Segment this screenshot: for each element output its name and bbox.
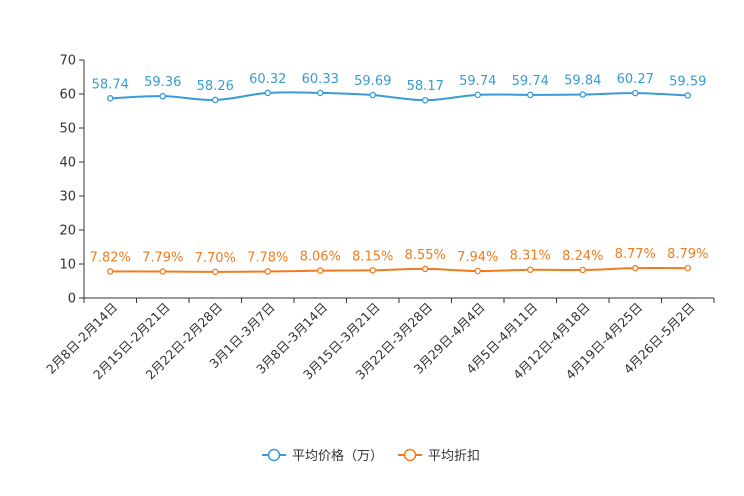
data-point <box>264 89 271 97</box>
data-point <box>474 91 481 99</box>
series-line <box>110 267 688 273</box>
data-label: 60.32 <box>249 72 286 87</box>
data-point <box>579 266 587 274</box>
data-label: 7.78% <box>247 251 288 266</box>
data-point <box>684 264 692 272</box>
legend: 平均价格（万） 平均折扣 <box>262 448 480 464</box>
x-axis: 2月8日-2月14日2月15日-2月21日2月22日-2月28日3月1日-3月7… <box>43 297 715 382</box>
y-tick-label: 70 <box>59 54 76 69</box>
data-label: 8.79% <box>667 247 708 262</box>
series-line <box>110 91 688 102</box>
data-point <box>211 96 219 104</box>
data-label: 8.06% <box>300 250 341 265</box>
data-point <box>474 267 481 275</box>
data-label: 59.84 <box>564 74 601 89</box>
series-0: 58.74 59.36 58.26 60.32 60.33 59.69 58.17 59.74… <box>92 72 706 104</box>
data-label: 7.82% <box>90 250 131 265</box>
data-point <box>264 268 271 275</box>
y-tick-label: 60 <box>59 88 76 103</box>
y-tick-label: 40 <box>59 156 76 171</box>
data-point <box>159 92 166 100</box>
data-point <box>421 96 429 104</box>
data-label: 58.74 <box>92 77 129 92</box>
data-point <box>107 268 114 275</box>
data-label: 7.79% <box>142 251 183 266</box>
data-label: 60.33 <box>302 72 339 87</box>
data-label: 59.74 <box>512 74 549 89</box>
y-tick-label: 0 <box>68 292 76 307</box>
data-label: 59.74 <box>459 74 496 89</box>
legend-marker <box>267 448 281 462</box>
data-point <box>369 267 376 274</box>
data-point <box>316 89 324 97</box>
series-1: 7.82% 7.79% 7.70% 7.78% 8.06% 8.15% 8.55% 7.94%… <box>90 247 708 276</box>
data-label: 8.24% <box>562 249 603 264</box>
legend-label: 平均价格（万） <box>292 448 383 464</box>
data-label: 7.70% <box>195 251 236 266</box>
y-axis: 0 10 20 30 40 50 60 70 <box>59 54 85 307</box>
series-layer: 58.74 59.36 58.26 60.32 60.33 59.69 58.17 59.74… <box>90 72 708 276</box>
data-point <box>421 265 429 273</box>
data-label: 8.31% <box>510 249 551 264</box>
data-point <box>579 91 587 98</box>
data-point <box>159 268 166 275</box>
data-label: 8.15% <box>352 249 393 264</box>
data-label: 58.17 <box>407 79 444 94</box>
data-point <box>632 264 639 272</box>
legend-item-0: 平均价格（万） <box>262 448 383 464</box>
legend-label: 平均折扣 <box>428 449 480 464</box>
y-tick-label: 10 <box>59 258 76 273</box>
data-label: 7.94% <box>457 250 498 265</box>
y-tick-label: 50 <box>59 122 76 137</box>
data-point <box>632 89 639 97</box>
data-label: 59.59 <box>669 74 706 89</box>
data-point <box>107 95 114 102</box>
data-point <box>211 268 219 276</box>
y-tick-label: 30 <box>59 190 76 205</box>
data-point <box>684 92 692 99</box>
data-label: 8.77% <box>615 247 656 262</box>
data-point <box>316 267 324 274</box>
data-label: 59.69 <box>354 74 391 89</box>
data-point <box>369 91 376 99</box>
y-tick-label: 20 <box>59 224 76 239</box>
data-label: 8.55% <box>405 248 446 263</box>
data-label: 60.27 <box>617 72 654 87</box>
legend-marker <box>403 448 417 462</box>
data-label: 59.36 <box>144 75 181 90</box>
data-label: 58.26 <box>197 79 234 94</box>
data-point <box>527 266 534 273</box>
data-point <box>527 91 534 99</box>
legend-item-1: 平均折扣 <box>398 448 480 464</box>
